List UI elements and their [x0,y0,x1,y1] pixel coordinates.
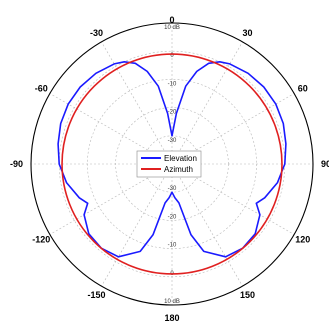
series-lines [57,53,287,275]
grid-spoke [49,163,173,235]
ring-label: -30 [168,138,177,144]
legend-label-elevation: Elevation [164,154,197,163]
angle-labels: 0 30 60 90 120 150 180 -150 -120 -90 -60 -30 [10,15,329,323]
ring-label: -10 [168,81,177,87]
ring-label: 10 dB [164,299,180,305]
angle-tick-label: 60 [298,84,308,94]
grid-spoke [171,41,243,165]
grid-spoke [101,41,173,165]
angle-tick-label: 0 [169,15,174,25]
legend-box [136,150,202,178]
ring-label: -10 [168,243,177,249]
angle-tick-label: -30 [90,28,103,38]
grid-ring [87,79,257,249]
ring-label: 10 dB [164,25,180,31]
angle-tick-label: 90 [321,159,329,169]
grid-spoke [49,93,173,165]
angle-tick-label: 150 [240,290,255,300]
angle-tick-label: -120 [32,235,50,245]
angle-tick-label: -150 [87,290,105,300]
angle-tick-label: 180 [164,313,179,323]
angle-tick-label: 120 [295,235,310,245]
angle-tick-label: 30 [242,28,252,38]
grid-spoke [171,163,243,287]
ring-label: -20 [168,110,177,116]
grid-spoke [171,163,295,235]
grid-spoke [101,163,173,287]
ring-label: -30 [168,186,177,192]
series-line-azimuth [61,53,283,275]
legend-label-azimuth: Azimuth [164,165,193,174]
legend: Elevation Azimuth [136,150,202,178]
angle-tick-label: -90 [10,159,23,169]
angle-tick-label: -60 [35,84,48,94]
ring-label: 0 [170,53,174,59]
series-line-elevation [57,61,287,258]
grid-spoke [171,93,295,165]
plot-border [30,22,314,306]
ring-label: -20 [168,214,177,220]
grid-ring [115,107,229,221]
